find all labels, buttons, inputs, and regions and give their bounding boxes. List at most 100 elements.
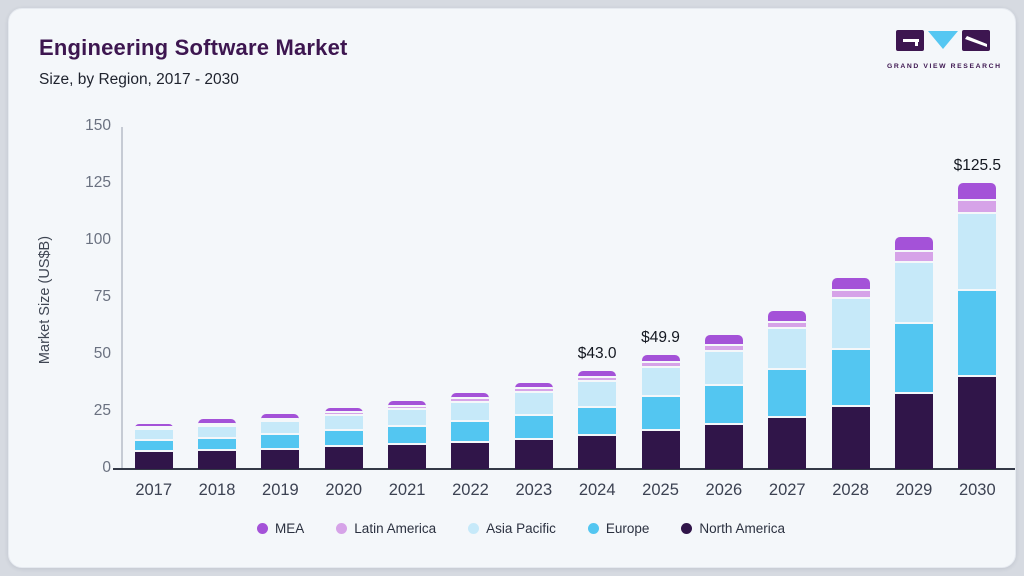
bar-segment-mea <box>514 382 553 390</box>
bar-segment-asia-pacific <box>261 422 300 436</box>
legend-item-north-america: North America <box>681 521 785 536</box>
bar-segment-mea <box>198 419 237 425</box>
bar-segment-europe <box>324 430 363 448</box>
bar-segment-asia-pacific <box>198 426 237 439</box>
y-tick-label: 150 <box>85 117 111 134</box>
legend-dot-icon <box>336 523 348 534</box>
bar-segment-latin-america <box>831 291 870 300</box>
bar-segment-asia-pacific <box>578 381 617 408</box>
bar-segment-europe <box>578 407 617 437</box>
x-tick-label: 2024 <box>578 481 616 499</box>
bar-segment-europe <box>958 290 997 378</box>
bar-segment-europe <box>704 386 743 425</box>
x-tick-label: 2019 <box>262 481 299 499</box>
bar-segment-asia-pacific <box>388 409 427 428</box>
logo-text: GRAND VIEW RESEARCH <box>887 63 1002 70</box>
bar-segment-asia-pacific <box>958 214 997 291</box>
legend: MEA Latin America Asia Pacific Europe North … <box>9 521 1024 536</box>
bar-2018 <box>198 419 237 469</box>
bar-segment-europe <box>831 350 870 408</box>
bar-segment-asia-pacific <box>514 393 553 416</box>
bar-segment-mea <box>641 355 680 364</box>
legend-dot-icon <box>587 523 599 534</box>
bar-segment-europe <box>388 427 427 446</box>
bar-2025 <box>641 355 680 469</box>
bar-segment-latin-america <box>704 346 743 352</box>
bar-segment-latin-america <box>388 406 427 410</box>
bar-2021 <box>388 400 427 469</box>
bar-segment-europe <box>198 438 237 452</box>
bar-segment-latin-america <box>198 424 237 427</box>
bar-segment-asia-pacific <box>641 367 680 398</box>
bar-segment-europe <box>514 415 553 441</box>
legend-item-latin-america: Latin America <box>336 521 436 536</box>
x-tick-label: 2017 <box>135 481 173 499</box>
grand-view-research-logo: GRAND VIEW RESEARCH <box>887 29 1002 70</box>
bar-segment-europe <box>768 370 807 418</box>
bar-segment-latin-america <box>578 377 617 382</box>
bar-2017 <box>134 423 173 469</box>
legend-item-asia-pacific: Asia Pacific <box>468 521 556 536</box>
x-axis-line <box>113 468 1015 470</box>
bar-total-label: $43.0 <box>577 344 617 362</box>
x-tick-label: 2021 <box>388 481 426 499</box>
chart-card: Engineering Software Market Size, by Reg… <box>8 8 1016 568</box>
bar-segment-asia-pacific <box>768 329 807 371</box>
bar-segment-europe <box>894 324 933 395</box>
bar-total-label: $49.9 <box>641 329 680 347</box>
x-tick-label: 2023 <box>515 481 553 499</box>
gvr-logo-icon <box>896 30 990 51</box>
legend-item-mea: MEA <box>257 521 304 536</box>
bar-2019 <box>261 414 300 469</box>
bar-segment-latin-america <box>261 419 300 423</box>
legend-label: Europe <box>605 521 650 536</box>
bar-segment-asia-pacific <box>831 299 870 351</box>
bar-2026 <box>704 335 743 469</box>
bar-segment-latin-america <box>451 399 490 403</box>
x-tick-label: 2029 <box>895 481 933 499</box>
bar-segment-north-america <box>704 424 743 469</box>
bar-segment-latin-america <box>641 363 680 368</box>
legend-label: MEA <box>275 521 305 536</box>
legend-item-europe: Europe <box>587 521 650 536</box>
bar-segment-north-america <box>894 394 933 469</box>
x-tick-label: 2026 <box>705 481 743 499</box>
bar-segment-north-america <box>324 447 363 469</box>
bar-segment-mea <box>768 310 807 323</box>
bar-2029 <box>894 236 933 469</box>
y-tick-label: 100 <box>85 231 111 248</box>
x-tick-label: 2027 <box>768 481 806 499</box>
y-tick-label: 25 <box>93 402 111 419</box>
bar-2022 <box>451 392 490 469</box>
bar-segment-latin-america <box>894 252 933 263</box>
bar-segment-north-america <box>134 452 173 469</box>
legend-label: North America <box>699 521 785 536</box>
bar-segment-europe <box>134 440 173 453</box>
y-tick-label: 0 <box>102 459 111 476</box>
bar-2027 <box>768 310 807 469</box>
x-tick-label: 2020 <box>325 481 363 499</box>
y-tick-label: 50 <box>93 345 111 362</box>
page-subtitle: Size, by Region, 2017 - 2030 <box>39 71 239 88</box>
bar-segment-north-america <box>388 445 427 469</box>
bar-segment-europe <box>641 397 680 432</box>
bar-segment-europe <box>451 422 490 444</box>
bar-segment-north-america <box>641 431 680 469</box>
bar-segment-north-america <box>578 436 617 469</box>
bar-segment-north-america <box>261 449 300 469</box>
bar-2023 <box>514 382 553 469</box>
legend-dot-icon <box>257 523 269 534</box>
y-tick-label: 125 <box>85 174 111 191</box>
bar-segment-latin-america <box>768 322 807 330</box>
bar-segment-mea <box>388 400 427 407</box>
bar-2028 <box>831 278 870 469</box>
bar-segment-north-america <box>831 407 870 469</box>
bar-segment-europe <box>261 435 300 450</box>
y-tick-label: 75 <box>93 288 111 305</box>
bar-segment-mea <box>894 236 933 253</box>
bar-segment-mea <box>958 182 997 202</box>
x-tick-label: 2022 <box>452 481 489 499</box>
page-title: Engineering Software Market <box>39 35 348 60</box>
bar-segment-asia-pacific <box>134 430 173 441</box>
bar-2020 <box>324 407 363 469</box>
